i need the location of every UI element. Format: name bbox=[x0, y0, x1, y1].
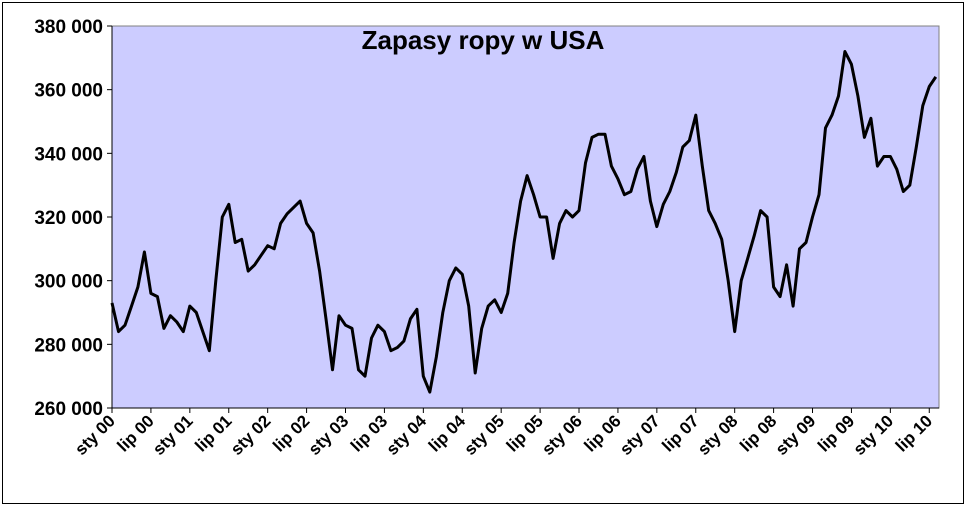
y-tick-label: 380 000 bbox=[34, 17, 103, 38]
y-tick-label: 260 000 bbox=[34, 399, 103, 420]
x-tick-label: sty 02 bbox=[227, 411, 275, 459]
y-tick-label: 340 000 bbox=[34, 144, 103, 165]
x-tick-label: lip 05 bbox=[503, 411, 547, 455]
x-tick-label: sty 07 bbox=[616, 411, 664, 459]
y-tick-label: 360 000 bbox=[34, 81, 103, 102]
y-tick-label: 280 000 bbox=[34, 335, 103, 356]
y-axis-ticks: 260 000 280 000 300 000 320 000 340 000 360 0… bbox=[34, 17, 112, 420]
x-tick-label: lip 07 bbox=[658, 411, 702, 455]
y-tick-label: 320 000 bbox=[34, 208, 103, 229]
oil-stocks-chart: 260 000 280 000 300 000 320 000 340 000 360 0… bbox=[34, 17, 940, 459]
x-tick-label: lip 08 bbox=[736, 411, 780, 455]
x-tick-label: lip 02 bbox=[269, 411, 313, 455]
x-tick-label: sty 06 bbox=[538, 411, 586, 459]
x-tick-label: sty 05 bbox=[460, 411, 508, 459]
x-tick-label: lip 06 bbox=[581, 411, 625, 455]
x-tick-label: lip 10 bbox=[892, 411, 936, 455]
x-tick-label: lip 09 bbox=[814, 411, 858, 455]
x-tick-label: lip 01 bbox=[191, 411, 235, 455]
x-tick-label: lip 00 bbox=[114, 411, 158, 455]
x-tick-label: sty 08 bbox=[694, 411, 742, 459]
series-line bbox=[110, 50, 938, 394]
chart-title: Zapasy ropy w USA bbox=[362, 25, 605, 55]
x-tick-label: sty 03 bbox=[305, 411, 353, 459]
x-tick-label: sty 09 bbox=[772, 411, 820, 459]
x-tick-label: sty 10 bbox=[850, 411, 898, 459]
x-tick-label: lip 03 bbox=[347, 411, 391, 455]
y-tick-label: 300 000 bbox=[34, 272, 103, 293]
x-tick-label: sty 01 bbox=[149, 411, 197, 459]
plot-area bbox=[111, 25, 940, 409]
x-tick-label: sty 04 bbox=[383, 411, 431, 459]
